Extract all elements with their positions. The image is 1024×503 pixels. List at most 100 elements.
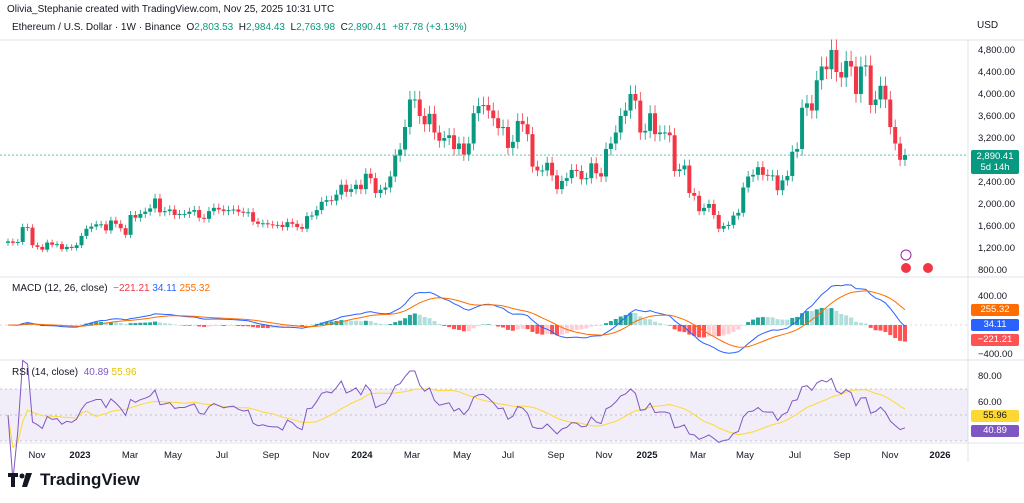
macd-hist-bar bbox=[471, 325, 476, 329]
macd-signal-line bbox=[8, 290, 906, 348]
candle-body bbox=[447, 135, 452, 138]
candle-body bbox=[128, 215, 133, 235]
high-value: 2,984.43 bbox=[246, 22, 285, 33]
macd-hist-bar bbox=[422, 316, 427, 325]
candle-body bbox=[177, 213, 182, 215]
macd-hist-bar bbox=[197, 325, 202, 327]
candle-body bbox=[55, 244, 60, 246]
candle-body bbox=[300, 227, 305, 229]
macd-hist-bar bbox=[255, 325, 260, 328]
candle-body bbox=[623, 110, 628, 116]
macd-hist-bar bbox=[251, 325, 256, 328]
candle-body bbox=[613, 132, 618, 144]
candle-body bbox=[74, 245, 79, 248]
macd-hist-bar bbox=[780, 319, 785, 325]
candle-body bbox=[530, 134, 535, 167]
candle-body bbox=[148, 208, 153, 212]
macd-hist-bar bbox=[74, 325, 79, 326]
candle-body bbox=[505, 127, 510, 148]
price-tick-label: 1,200.00 bbox=[978, 243, 1015, 254]
candle-body bbox=[285, 222, 290, 228]
macd-hist-bar bbox=[241, 325, 246, 327]
macd-hist-bar bbox=[697, 325, 702, 338]
candle-body bbox=[442, 138, 447, 141]
candle-body bbox=[765, 174, 770, 176]
candle-body bbox=[354, 184, 359, 190]
time-tick-label: May bbox=[736, 450, 754, 461]
macd-hist-bar bbox=[829, 308, 834, 325]
macd-hist-bar bbox=[403, 318, 408, 325]
time-tick-label: Nov bbox=[882, 450, 899, 461]
candle-body bbox=[358, 184, 363, 190]
candle-body bbox=[853, 66, 858, 94]
candle-body bbox=[417, 99, 422, 116]
macd-hist-bar bbox=[608, 321, 613, 325]
macd-hist-bar bbox=[30, 324, 35, 325]
macd-hist-bar bbox=[589, 325, 594, 327]
macd-hist-bar bbox=[246, 325, 251, 327]
candle-body bbox=[172, 209, 177, 215]
last-price-tag: 2,890.41 5d 14h bbox=[971, 150, 1019, 174]
macd-signal-tag: 255.32 bbox=[971, 304, 1019, 316]
candle-body bbox=[182, 213, 187, 215]
macd-hist-bar bbox=[648, 319, 653, 325]
macd-hist-bar bbox=[143, 322, 148, 325]
candle-body bbox=[706, 204, 711, 208]
macd-hist-bar bbox=[123, 324, 128, 325]
candle-body bbox=[868, 65, 873, 105]
macd-hist-value: −221.21 bbox=[113, 283, 150, 294]
macd-hist-bar bbox=[373, 322, 378, 325]
candle-body bbox=[30, 227, 35, 246]
candle-body bbox=[373, 178, 378, 193]
candle-body bbox=[231, 209, 236, 211]
candle-body bbox=[143, 211, 148, 214]
macd-hist-bar bbox=[883, 325, 888, 332]
low-label: L bbox=[290, 22, 297, 33]
candle-body bbox=[275, 224, 280, 226]
macd-hist-bar bbox=[265, 325, 270, 329]
macd-hist-bar bbox=[501, 325, 506, 328]
open-label: O bbox=[186, 22, 195, 33]
macd-hist-bar bbox=[520, 325, 525, 329]
candle-body bbox=[437, 132, 442, 141]
candle-body bbox=[6, 241, 10, 243]
low-value: 2,763.98 bbox=[296, 22, 336, 33]
candle-body bbox=[628, 94, 633, 111]
candle-body bbox=[755, 167, 760, 175]
candle-body bbox=[265, 223, 270, 225]
macd-tick-label: −400.00 bbox=[978, 349, 1013, 360]
event-icon bbox=[900, 249, 912, 261]
macd-hist-bar bbox=[692, 325, 697, 336]
candle-body bbox=[760, 167, 765, 175]
candle-body bbox=[368, 173, 373, 179]
tradingview-logo-icon bbox=[8, 473, 32, 487]
candle-body bbox=[795, 149, 800, 152]
candle-body bbox=[104, 224, 109, 231]
candle-body bbox=[427, 113, 432, 125]
macd-hist-bar bbox=[741, 325, 746, 326]
candle-body bbox=[545, 162, 550, 171]
macd-hist-bar bbox=[878, 325, 883, 331]
macd-hist-bar bbox=[510, 325, 515, 331]
candle-body bbox=[849, 61, 854, 67]
candle-body bbox=[162, 211, 167, 213]
macd-hist-bar bbox=[706, 325, 711, 337]
candle-body bbox=[40, 246, 45, 250]
time-tick-label: May bbox=[453, 450, 471, 461]
macd-hist-bar bbox=[726, 325, 731, 335]
macd-hist-bar bbox=[221, 325, 226, 326]
candle-body bbox=[662, 132, 667, 134]
symbol-legend: Ethereum / U.S. Dollar · 1W · Binance O2… bbox=[12, 22, 467, 33]
price-tick-label: 2,400.00 bbox=[978, 177, 1015, 188]
candle-body bbox=[702, 207, 707, 212]
candle-body bbox=[255, 221, 260, 224]
candle-body bbox=[486, 105, 491, 111]
candle-body bbox=[113, 220, 118, 224]
candle-body bbox=[329, 200, 334, 202]
candle-body bbox=[741, 187, 746, 213]
tradingview-logo[interactable]: TradingView bbox=[8, 470, 140, 490]
candle-body bbox=[403, 127, 408, 150]
candle-body bbox=[206, 211, 211, 219]
candle-body bbox=[167, 209, 172, 212]
